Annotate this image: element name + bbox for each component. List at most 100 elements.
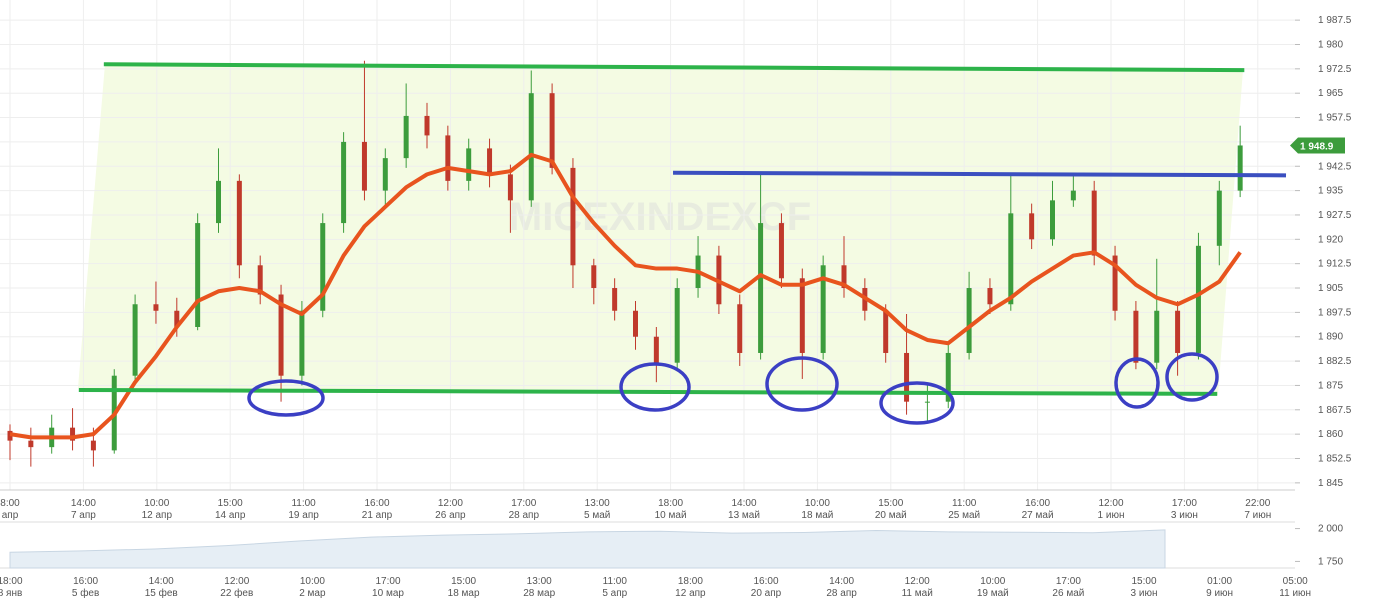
x-tick-time: 17:00 bbox=[511, 498, 536, 509]
y-tick-label: 1 920 bbox=[1318, 234, 1343, 245]
x-tick-time: 12:00 bbox=[1098, 498, 1123, 509]
x-tick-date: 12 апр bbox=[142, 510, 173, 521]
navigator-x-time: 14:00 bbox=[829, 576, 854, 587]
candle-body bbox=[924, 401, 930, 403]
y-tick-label: 1 897.5 bbox=[1318, 307, 1352, 318]
candle-body bbox=[153, 304, 159, 311]
candle-body bbox=[487, 148, 493, 175]
x-tick-date: 21 апр bbox=[362, 510, 393, 521]
candle-body bbox=[1091, 190, 1097, 256]
x-tick-date: 1 июн bbox=[1098, 510, 1125, 521]
candle-body bbox=[1070, 190, 1076, 201]
navigator-x-time: 13:00 bbox=[527, 576, 552, 587]
navigator-x-date: 9 июн bbox=[1206, 588, 1233, 599]
x-tick-date: 3 июн bbox=[1171, 510, 1198, 521]
y-tick-label: 1 987.5 bbox=[1318, 15, 1352, 26]
candle-body bbox=[445, 135, 451, 181]
candle-body bbox=[70, 427, 76, 441]
navigator-x-time: 16:00 bbox=[753, 576, 778, 587]
candle-body bbox=[90, 440, 96, 451]
candle-body bbox=[299, 310, 305, 376]
x-tick-time: 11:00 bbox=[291, 498, 316, 509]
candle-body bbox=[904, 352, 910, 402]
x-tick-date: 10 май bbox=[655, 510, 687, 521]
candle-body bbox=[1029, 213, 1035, 240]
x-tick-date: 25 май bbox=[948, 510, 980, 521]
navigator-tick-label: 2 000 bbox=[1318, 524, 1343, 535]
candle-body bbox=[966, 288, 972, 353]
y-tick-label: 1 972.5 bbox=[1318, 64, 1352, 75]
navigator-x-time: 15:00 bbox=[1131, 576, 1156, 587]
navigator-x-date: 20 апр bbox=[751, 588, 782, 599]
candle-body bbox=[778, 223, 784, 279]
x-tick-time: 14:00 bbox=[731, 498, 756, 509]
candle-body bbox=[507, 174, 513, 201]
navigator-x-date: 15 фев bbox=[145, 587, 178, 599]
candle-body bbox=[633, 310, 638, 337]
navigator-x-date: 12 апр bbox=[675, 588, 706, 599]
x-tick-time: 22:00 bbox=[1245, 498, 1270, 509]
candle-body bbox=[1237, 145, 1243, 191]
x-tick-date: 7 июн bbox=[1244, 510, 1271, 521]
candle-body bbox=[320, 223, 326, 311]
x-tick-date: 19 апр bbox=[288, 510, 319, 521]
candle-body bbox=[1216, 190, 1222, 246]
navigator-x-date: 5 апр bbox=[602, 588, 627, 599]
navigator-x-time: 17:00 bbox=[375, 576, 400, 587]
navigator-x-time: 10:00 bbox=[300, 576, 325, 587]
x-tick-time: 14:00 bbox=[71, 498, 96, 509]
candle-body bbox=[132, 304, 138, 376]
y-tick-label: 1 875 bbox=[1318, 380, 1343, 391]
navigator-x-time: 05:00 bbox=[1283, 576, 1308, 587]
navigator-x-date: 28 мар bbox=[523, 588, 555, 599]
y-tick-label: 1 905 bbox=[1318, 283, 1343, 294]
trendline bbox=[78, 387, 1218, 396]
x-tick-date: 5 май bbox=[584, 510, 610, 521]
candle-body bbox=[28, 440, 34, 448]
y-tick-label: 1 957.5 bbox=[1318, 113, 1352, 124]
x-tick-date: 13 май bbox=[728, 510, 760, 521]
x-tick-time: 12:00 bbox=[438, 498, 463, 509]
y-tick-label: 1 882.5 bbox=[1318, 356, 1352, 367]
navigator-x-date: 8 янв bbox=[0, 588, 22, 599]
x-tick-time: 10:00 bbox=[805, 498, 830, 509]
candle-body bbox=[382, 158, 388, 191]
navigator-x-date: 18 мар bbox=[448, 588, 480, 599]
x-tick-date: апр bbox=[2, 510, 19, 521]
navigator-x-date: 10 мар bbox=[372, 588, 404, 599]
x-tick-date: 7 апр bbox=[71, 510, 96, 521]
candle-body bbox=[758, 223, 764, 353]
x-tick-date: 26 апр bbox=[435, 510, 466, 521]
navigator-x-date: 5 фев bbox=[72, 587, 99, 599]
candle-body bbox=[1112, 255, 1118, 311]
watermark: MICEXINDEXCF bbox=[509, 195, 811, 239]
candle-body bbox=[195, 223, 201, 327]
candle-body bbox=[1050, 200, 1055, 240]
x-tick-date: 14 апр bbox=[215, 510, 246, 521]
navigator-x-date: 11 май bbox=[902, 588, 933, 599]
navigator-x-date: 19 май bbox=[977, 588, 1009, 599]
y-tick-label: 1 935 bbox=[1318, 186, 1343, 197]
candle-body bbox=[612, 288, 618, 311]
price-label: 1 948.9 bbox=[1300, 141, 1334, 152]
candle-body bbox=[570, 167, 576, 266]
candle-body bbox=[174, 310, 180, 327]
candle-body bbox=[799, 278, 805, 353]
navigator-x-date: 11 июн bbox=[1279, 588, 1311, 599]
x-tick-time: 16:00 bbox=[1025, 498, 1050, 509]
candle-body bbox=[278, 294, 284, 376]
navigator-area bbox=[9, 529, 1166, 569]
candle-body bbox=[466, 148, 472, 181]
navigator-x-time: 18:00 bbox=[0, 576, 23, 587]
candle-body bbox=[549, 93, 555, 168]
candle-body bbox=[1008, 213, 1014, 305]
moving-average bbox=[9, 152, 1242, 440]
candle-body bbox=[1133, 310, 1139, 363]
x-tick-time: 13:00 bbox=[585, 498, 610, 509]
candle-body bbox=[1154, 310, 1160, 363]
candle-body bbox=[403, 115, 409, 159]
trendline bbox=[103, 62, 1245, 73]
x-tick-time: 15:00 bbox=[218, 498, 243, 509]
candle-body bbox=[841, 265, 847, 289]
